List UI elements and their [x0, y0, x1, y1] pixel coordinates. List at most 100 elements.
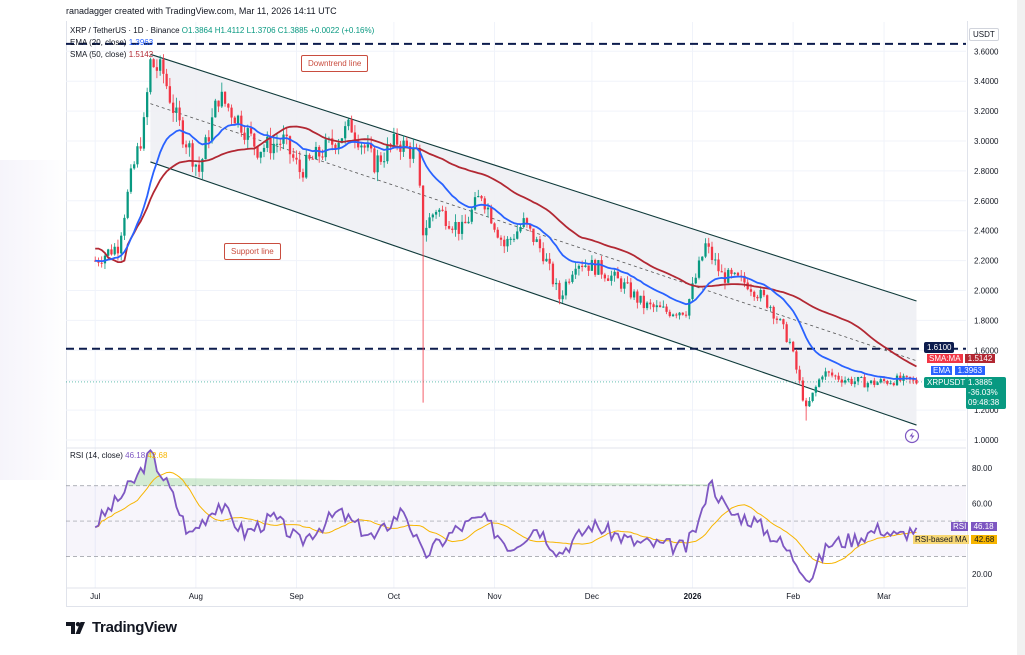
- candle-body: [253, 133, 256, 147]
- x-tick-label: Mar: [877, 592, 891, 601]
- candle-body: [113, 246, 116, 255]
- candle-body: [347, 119, 350, 127]
- candle-body: [288, 136, 292, 155]
- candle-body: [233, 117, 236, 124]
- downtrend-line: [150, 53, 917, 302]
- tradingview-logo[interactable]: TradingView: [66, 619, 177, 636]
- candle-body: [438, 209, 441, 212]
- candle-body: [730, 269, 733, 274]
- tag-price: 1.3885: [968, 378, 993, 387]
- candle-body: [324, 139, 327, 158]
- candle-body: [486, 207, 490, 210]
- candle-body: [571, 274, 574, 282]
- x-tick-label: Dec: [585, 592, 599, 601]
- candle-body: [227, 103, 230, 108]
- candle-body: [275, 143, 279, 145]
- candle-body: [184, 144, 188, 148]
- candle-body: [704, 243, 707, 257]
- candle-body: [616, 271, 619, 279]
- y-tick-label: 2.4000: [974, 227, 999, 236]
- candle-body: [129, 168, 133, 192]
- lightning-icon[interactable]: [904, 428, 920, 444]
- candle-body: [337, 142, 340, 150]
- y-tick-label: 3.4000: [974, 77, 999, 86]
- candle-body: [642, 295, 645, 309]
- candle-body: [837, 375, 840, 380]
- candle-body: [795, 351, 798, 370]
- candle-body: [214, 100, 217, 118]
- candle-body: [688, 299, 691, 316]
- legend-ema-label: EMA (20, close): [70, 38, 127, 47]
- candle-body: [477, 196, 480, 198]
- candle-body: [584, 265, 587, 267]
- candle-body: [743, 275, 746, 283]
- candle-body: [490, 207, 493, 224]
- candle-body: [266, 136, 269, 148]
- candle-body: [649, 302, 652, 305]
- candle-body: [279, 143, 282, 145]
- candle-body: [366, 144, 370, 148]
- support-annotation: Support line: [224, 243, 281, 260]
- candle-body: [292, 154, 295, 158]
- currency-badge[interactable]: USDT: [969, 28, 999, 41]
- candle-body: [447, 226, 451, 229]
- candles: [94, 54, 918, 421]
- candle-body: [451, 228, 454, 230]
- candle-body: [382, 161, 386, 163]
- ema-20-line: [95, 122, 917, 380]
- candle-body: [691, 283, 694, 300]
- candle-body: [483, 198, 486, 210]
- candle-body: [785, 324, 788, 343]
- candle-body: [425, 227, 428, 236]
- tag-pct: -36.03%: [968, 388, 998, 397]
- candle-body: [769, 306, 772, 308]
- candle-body: [529, 224, 532, 229]
- candle-body: [779, 319, 782, 321]
- candle-body: [412, 147, 415, 159]
- candle-body: [350, 119, 353, 133]
- candle-body: [165, 73, 168, 87]
- candle-body: [110, 249, 113, 255]
- candle-body: [123, 217, 126, 236]
- candle-body: [606, 278, 610, 281]
- tradingview-logo-text: TradingView: [92, 619, 177, 636]
- candle-body: [457, 221, 460, 234]
- candle-body: [581, 265, 584, 267]
- candle-body: [788, 341, 792, 343]
- candle-body: [561, 295, 564, 300]
- candle-body: [613, 271, 616, 276]
- rsi-overbought-fill: [127, 450, 712, 486]
- candle-body: [159, 59, 162, 71]
- candle-body: [353, 132, 357, 140]
- y-tick-label: 2.2000: [974, 257, 999, 266]
- candle-body: [454, 221, 457, 230]
- candle-body: [149, 59, 152, 93]
- candle-body: [873, 380, 876, 385]
- candle-body: [470, 209, 473, 222]
- candle-body: [545, 258, 548, 262]
- legend-open: O1.3864: [181, 26, 213, 35]
- candle-body: [853, 381, 856, 385]
- y-tick-label: 1.0000: [974, 436, 999, 445]
- candle-body: [574, 268, 577, 275]
- candle-body: [243, 132, 246, 140]
- tag-sma-label: SMA:MA: [927, 354, 963, 363]
- y-tick-label: 2.0000: [974, 287, 999, 296]
- axes: 3.6000 3.4000 3.2000 3.0000 2.8000 2.6000 2.40…: [90, 47, 999, 601]
- candle-body: [759, 289, 762, 299]
- candle-body: [678, 312, 681, 316]
- candle-body: [155, 67, 159, 71]
- right-edge-border: [1017, 0, 1025, 655]
- candle-body: [204, 137, 207, 160]
- candle-body: [587, 265, 590, 271]
- tag-ema-label: EMA: [931, 366, 953, 375]
- candle-body: [577, 265, 581, 269]
- candle-body: [623, 282, 626, 289]
- candle-body: [321, 156, 324, 158]
- candle-body: [863, 376, 866, 388]
- candle-body: [756, 296, 759, 299]
- candle-body: [892, 383, 895, 386]
- candle-body: [386, 144, 389, 162]
- tag-rsi-label: RSI: [951, 522, 969, 531]
